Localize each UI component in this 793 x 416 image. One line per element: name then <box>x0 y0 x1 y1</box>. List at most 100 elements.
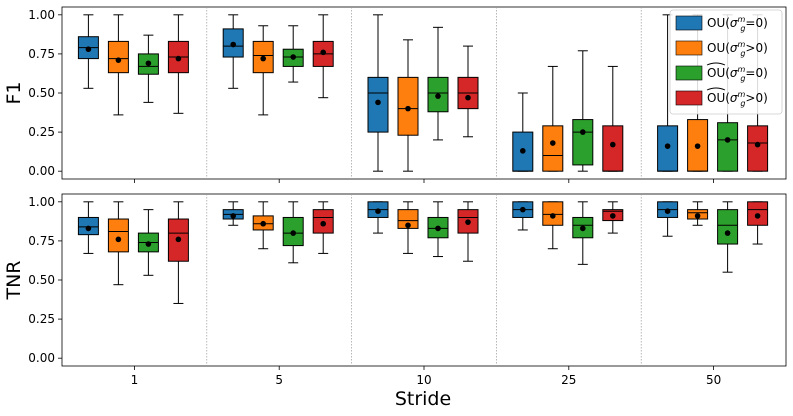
box-mean-marker <box>664 143 671 149</box>
box-mean-marker <box>145 60 152 67</box>
y-tick-label: 1.00 <box>28 195 55 209</box>
legend-frame <box>669 9 783 115</box>
box-10-series-3 <box>457 201 479 262</box>
box-mean-marker <box>260 220 267 227</box>
y-tick-label: 0.50 <box>28 86 55 100</box>
box-mean-marker <box>115 236 122 243</box>
legend-swatch <box>675 65 703 81</box>
legend-hat-mark <box>706 87 726 91</box>
x-tick-label: 50 <box>706 373 721 387</box>
box-10-series-1 <box>397 39 419 172</box>
legend-base: OU <box>707 66 725 80</box>
box-mean-marker <box>85 46 92 53</box>
box-mean-marker <box>290 230 297 236</box>
box-25-series-1 <box>542 65 564 172</box>
legend-entry-label: OU(σm g>0) <box>707 90 768 108</box>
panel-f1: 0.00 0.25 0.50 0.75 1.00 F1 <box>3 6 787 180</box>
y-tick-label: 0.00 <box>28 164 55 178</box>
legend-hat-mark <box>706 62 726 66</box>
legend: OU(σm g=0) OU(σm g>0) OU(σm g=0) OU(σm g>0) <box>669 9 783 115</box>
box-25-series-1 <box>542 201 564 250</box>
box-25-series-3 <box>602 65 624 172</box>
box-1-series-2 <box>137 34 159 103</box>
box-mean-marker <box>520 206 526 213</box>
box-mean-marker <box>175 55 182 62</box>
legend-entry-label: OU(σm g=0) <box>707 15 768 33</box>
box-iqr <box>397 209 419 229</box>
panel-tnr-boxes <box>77 201 769 304</box>
box-5-series-3 <box>312 201 334 254</box>
box-25-series-3 <box>602 201 624 234</box>
box-mean-marker <box>260 55 267 62</box>
box-mean-marker <box>550 213 556 219</box>
box-10-series-2 <box>427 26 449 141</box>
box-mean-marker <box>320 220 327 227</box>
box-10-series-1 <box>397 201 419 254</box>
box-mean-marker <box>610 141 616 148</box>
y-tick-label: 0.25 <box>28 312 55 326</box>
y-tick-label: 0.50 <box>28 273 55 287</box>
box-iqr <box>602 125 624 172</box>
box-50-series-0 <box>657 201 679 237</box>
box-mean-marker <box>694 143 701 149</box>
box-1-series-1 <box>107 14 129 116</box>
box-mean-marker <box>465 219 471 225</box>
legend-base: OU <box>707 16 725 30</box>
box-25-series-0 <box>512 92 534 172</box>
box-iqr <box>107 218 129 253</box>
box-25-series-0 <box>512 201 534 231</box>
panel-tnr-y-ticks: 0.00 0.25 0.50 0.75 1.00 <box>28 195 62 365</box>
panel-f1-boxes <box>77 14 769 172</box>
y-tick-label: 0.25 <box>28 125 55 139</box>
box-10-series-2 <box>427 201 449 258</box>
box-mean-marker <box>145 241 152 247</box>
box-mean-marker <box>754 141 761 148</box>
box-iqr <box>747 125 769 172</box>
box-5-series-2 <box>282 201 304 264</box>
legend-swatch <box>675 15 703 31</box>
box-1-series-2 <box>137 209 159 276</box>
box-5-series-1 <box>252 25 274 116</box>
box-mean-marker <box>580 129 586 135</box>
y-tick-label: 0.75 <box>28 47 55 61</box>
box-mean-marker <box>694 213 701 219</box>
box-5-series-0 <box>222 14 244 89</box>
box-1-series-0 <box>77 14 99 89</box>
legend-swatch <box>675 90 703 106</box>
box-5-series-2 <box>282 25 304 83</box>
box-mean-marker <box>724 230 731 236</box>
box-50-series-2 <box>717 201 739 273</box>
box-mean-marker <box>610 213 616 219</box>
box-10-series-3 <box>457 45 479 138</box>
box-mean-marker <box>405 105 411 112</box>
legend-entry-label: OU(σm g=0) <box>707 65 768 83</box>
x-axis: 1 5 10 25 50 <box>131 179 721 387</box>
box-1-series-1 <box>107 201 129 286</box>
box-mean-marker <box>580 225 586 232</box>
box-mean-marker <box>754 213 761 219</box>
x-axis-label: Stride <box>395 388 451 410</box>
box-5-series-1 <box>252 201 274 250</box>
x-tick-label: 10 <box>416 373 431 387</box>
legend-base: OU <box>707 41 725 55</box>
box-mean-marker <box>520 148 526 154</box>
box-1-series-0 <box>77 201 99 254</box>
y-tick-label: 1.00 <box>28 8 55 22</box>
box-mean-marker <box>115 57 122 63</box>
box-iqr <box>572 119 594 166</box>
box-1-series-3 <box>167 201 189 304</box>
y-tick-label: 0.75 <box>28 234 55 248</box>
panel-f1-ylabel: F1 <box>3 81 25 104</box>
panel-tnr: 0.00 0.25 0.50 0.75 1.00 TNR <box>3 193 787 367</box>
box-mean-marker <box>230 213 236 219</box>
box-iqr <box>107 40 129 74</box>
box-mean-marker <box>375 99 381 106</box>
box-5-series-3 <box>312 14 334 99</box>
box-mean-marker <box>375 208 381 214</box>
x-tick-label: 25 <box>561 373 576 387</box>
box-1-series-3 <box>167 14 189 114</box>
panel-tnr-ylabel: TNR <box>3 260 25 300</box>
box-mean-marker <box>465 94 471 101</box>
box-10-series-0 <box>367 201 389 234</box>
